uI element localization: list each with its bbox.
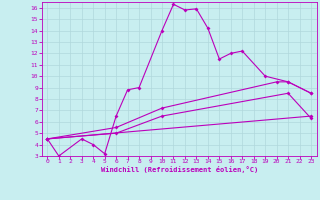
X-axis label: Windchill (Refroidissement éolien,°C): Windchill (Refroidissement éolien,°C) — [100, 166, 258, 173]
